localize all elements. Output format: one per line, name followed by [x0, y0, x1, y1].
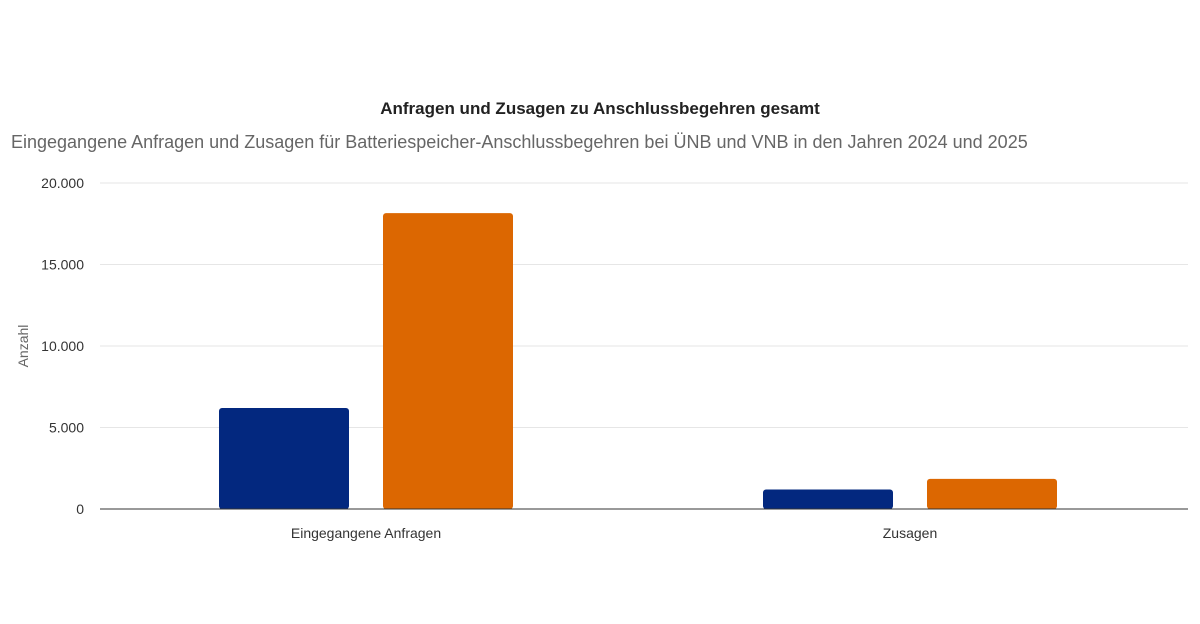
y-tick-label: 0 [76, 501, 84, 517]
chart-subtitle: Eingegangene Anfragen und Zusagen für Ba… [11, 132, 1028, 152]
bar [383, 213, 513, 509]
y-tick-label: 20.000 [41, 175, 84, 191]
axes: 0 5.000 10.000 15.000 20.000 Eingegangene Anf… [41, 175, 1188, 541]
chart-title: Anfragen und Zusagen zu Anschlussbegehre… [380, 99, 820, 118]
y-tick-label: 10.000 [41, 338, 84, 354]
x-tick-label: Zusagen [883, 525, 937, 541]
bar [219, 407, 349, 509]
gridlines [100, 182, 1188, 428]
y-tick-label: 5.000 [49, 420, 84, 436]
bar [763, 489, 893, 509]
y-tick-label: 15.000 [41, 257, 84, 273]
bar [927, 478, 1057, 509]
y-axis-title: Anzahl [15, 325, 31, 368]
x-tick-label: Eingegangene Anfragen [291, 525, 441, 541]
bars [219, 213, 1057, 509]
